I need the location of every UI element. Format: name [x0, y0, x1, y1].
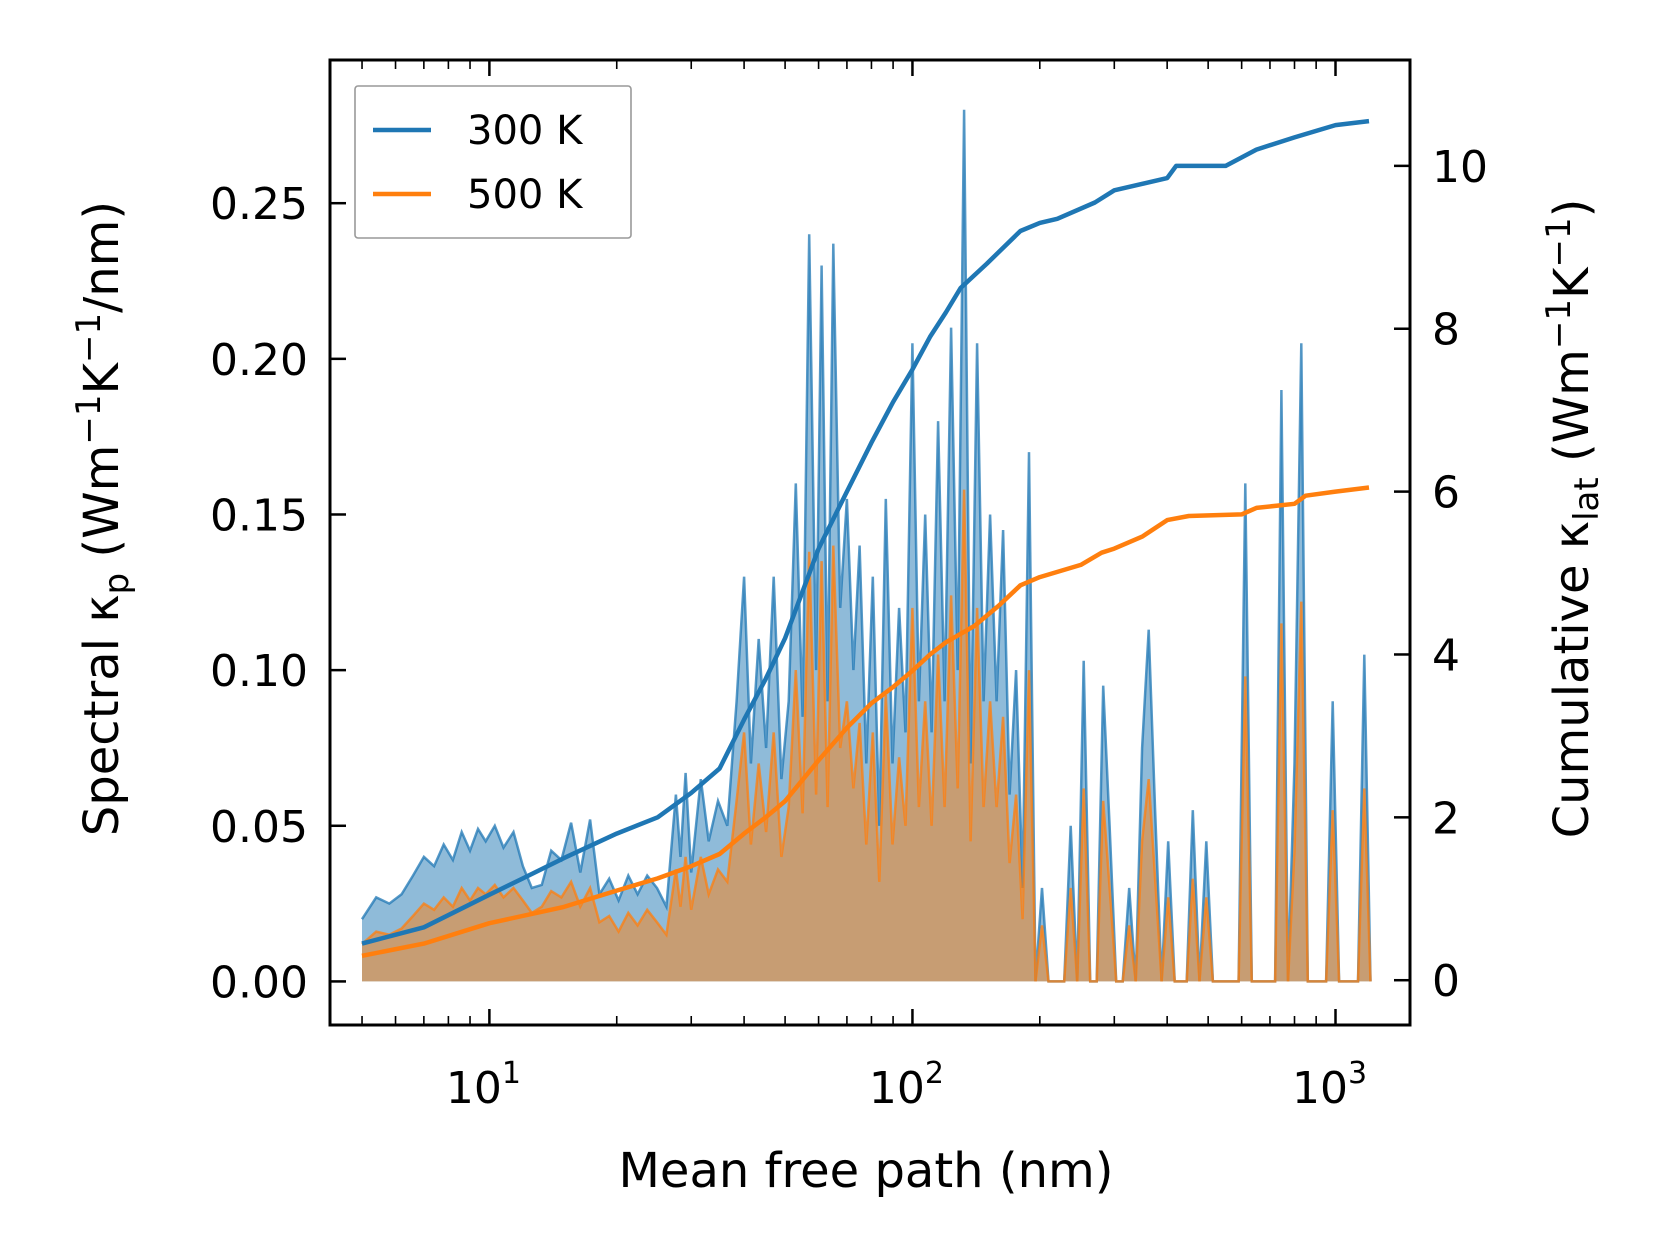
y-left-tick-label: 0.15 [210, 490, 308, 541]
y-left-axis-title: Spectral κp (Wm−1K−1/nm) [69, 201, 137, 836]
y-right-title-part: ) [1544, 199, 1600, 218]
legend-label: 300 K [467, 108, 584, 154]
legend: 300 K 500 K [354, 85, 632, 239]
x-tick-base: 10 [446, 1063, 502, 1114]
y-left-title-part: /nm) [74, 201, 130, 313]
y-right-title-part: Cumulative κ [1544, 521, 1600, 839]
y-left-title-part: K [74, 362, 130, 395]
y-right-tick-label: 8 [1432, 305, 1460, 356]
x-tick-exponent: 2 [925, 1056, 944, 1091]
plot-frame [328, 58, 1412, 1027]
x-tick-base: 10 [1292, 1063, 1348, 1114]
y-left-title-part: Spectral κ [74, 594, 130, 836]
legend-label: 500 K [467, 172, 584, 218]
y-left-title-part: −1 [69, 395, 109, 445]
x-tick-exponent: 1 [502, 1056, 521, 1091]
series-lines [361, 118, 1370, 959]
y-left-title-part: −1 [69, 313, 109, 363]
y-right-tick-label: 2 [1432, 793, 1460, 844]
x-tick-exponent: 3 [1348, 1056, 1367, 1091]
y-right-tick-label: 10 [1432, 142, 1488, 193]
y-right-tick-label: 6 [1432, 468, 1460, 519]
y-left-tick-label: 0.00 [210, 957, 308, 1008]
y-right-title-part: K [1544, 266, 1600, 299]
x-tick-label: 101 [446, 1056, 521, 1114]
y-right-title-part: −1 [1539, 299, 1579, 349]
x-tick-base: 10 [869, 1063, 925, 1114]
spectral-line-500k [361, 489, 1372, 983]
y-right-tick-label: 0 [1432, 956, 1460, 1007]
cumulative-line-300k [361, 118, 1370, 946]
y-right-title-part: (Wm [1544, 349, 1600, 477]
axis-labels: Mean free path (nm)Spectral κp (Wm−1K−1/… [69, 199, 1607, 1199]
y-left-tick-label: 0.10 [210, 646, 308, 697]
y-left-tick-label: 0.05 [210, 802, 308, 853]
y-left-title-part: p [97, 573, 137, 595]
x-axis-title: Mean free path (nm) [619, 1143, 1114, 1199]
spectral-line-300k [360, 109, 1372, 983]
y-right-axis-title: Cumulative κlat (Wm−1K−1) [1539, 199, 1607, 839]
y-left-tick-label: 0.25 [210, 179, 308, 230]
y-right-title-part: lat [1567, 477, 1607, 521]
y-left-title-part: (Wm [74, 445, 130, 573]
x-tick-label: 103 [1292, 1056, 1367, 1114]
legend-box [354, 85, 632, 239]
cumulative-line-500k [361, 485, 1370, 959]
y-right-tick-label: 4 [1432, 630, 1460, 681]
y-right-title-part: −1 [1539, 217, 1579, 267]
y-left-tick-label: 0.20 [210, 335, 308, 386]
x-tick-label: 102 [869, 1056, 944, 1114]
